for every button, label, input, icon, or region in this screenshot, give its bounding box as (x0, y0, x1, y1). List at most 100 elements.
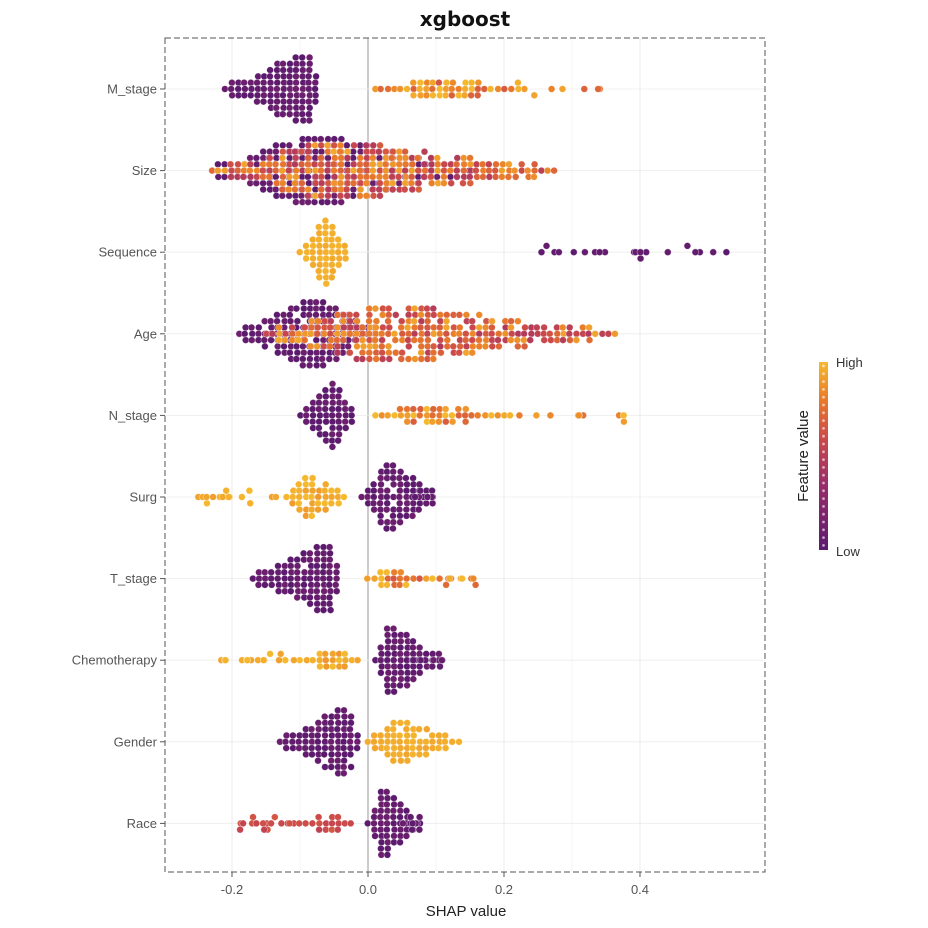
shap-point (347, 712, 355, 721)
shap-point (469, 342, 477, 351)
shap-point (259, 78, 268, 87)
shap-point (327, 487, 336, 495)
shap-point (297, 160, 306, 169)
shap-point (390, 687, 398, 696)
shap-point (408, 819, 417, 828)
shap-point (298, 110, 306, 118)
shap-point (362, 141, 370, 150)
shap-point (390, 662, 398, 671)
shap-point (397, 656, 405, 664)
shap-point (440, 160, 448, 169)
shap-point (349, 166, 358, 175)
shap-point (253, 173, 261, 181)
shap-point (501, 330, 510, 338)
shap-point (335, 656, 343, 664)
shap-point (321, 712, 329, 721)
shap-point (389, 461, 397, 470)
shap-point (322, 656, 330, 664)
shap-point (328, 229, 337, 238)
shap-point (547, 336, 555, 344)
shap-point (324, 192, 332, 200)
shap-point (369, 148, 377, 156)
shap-point (478, 160, 487, 169)
shap-point (389, 179, 397, 187)
shap-point (442, 330, 450, 338)
shap-point (335, 411, 343, 420)
shap-point (274, 574, 282, 583)
shap-point (234, 160, 242, 169)
shap-point (260, 336, 268, 344)
shap-point (313, 593, 321, 602)
shap-point (399, 819, 407, 828)
shap-point (326, 549, 334, 558)
shap-point (304, 72, 313, 81)
shap-point (315, 267, 323, 275)
shap-point (319, 593, 328, 602)
shap-point (467, 411, 476, 420)
shap-point (274, 336, 283, 344)
shap-point (396, 719, 405, 727)
shap-point (403, 756, 412, 765)
shap-point (290, 656, 298, 664)
shap-point (358, 323, 367, 332)
shap-point (337, 198, 345, 206)
shap-point (333, 487, 342, 495)
shap-point (252, 154, 261, 162)
shap-point (416, 336, 425, 344)
shap-point (456, 323, 464, 332)
shap-point (301, 474, 309, 482)
shap-point (313, 342, 321, 351)
feature-label: M_stage (107, 82, 157, 97)
shap-point (383, 819, 391, 828)
shap-point (417, 342, 425, 351)
shap-point (293, 568, 301, 576)
shap-point (202, 493, 211, 501)
shap-point (423, 323, 432, 332)
shap-point (385, 311, 393, 319)
shap-point (370, 493, 378, 501)
shap-point (328, 242, 336, 250)
legend-dot (822, 536, 825, 539)
shap-point (298, 53, 306, 62)
shap-point (383, 505, 391, 514)
shap-point (304, 173, 312, 181)
shap-point (383, 750, 392, 759)
shap-point (409, 643, 417, 652)
shap-point (409, 91, 418, 100)
shap-point (330, 173, 339, 181)
legend-dot (822, 388, 825, 391)
shap-point (397, 756, 405, 765)
shap-point (389, 719, 398, 727)
shap-point (339, 317, 348, 325)
shap-point (396, 581, 404, 589)
shap-point (227, 173, 235, 181)
shap-point (298, 179, 306, 187)
shap-point (319, 606, 328, 614)
shap-point (369, 141, 377, 150)
shap-point (302, 480, 310, 489)
shap-point (340, 706, 348, 714)
x-axis-ticks: -0.2 0.0 0.2 0.4 (221, 872, 649, 897)
shap-point (383, 731, 392, 740)
shap-point (305, 311, 313, 319)
shap-point (370, 731, 378, 740)
shap-point (341, 405, 349, 413)
shap-point (274, 562, 282, 570)
shap-point (307, 568, 315, 576)
shap-point (332, 581, 340, 589)
shap-point (455, 349, 463, 357)
shap-point (313, 562, 321, 570)
shap-point (429, 342, 438, 351)
shap-point (332, 355, 341, 363)
shap-point (281, 336, 289, 344)
shap-point (410, 304, 419, 313)
shap-point (388, 173, 396, 181)
shap-point (449, 78, 457, 87)
shap-point (417, 355, 425, 363)
shap-point (436, 323, 444, 332)
shap-point (384, 650, 392, 658)
shap-point (299, 342, 307, 351)
shap-point (441, 411, 449, 420)
shap-point (334, 825, 342, 834)
shap-point (448, 91, 456, 100)
